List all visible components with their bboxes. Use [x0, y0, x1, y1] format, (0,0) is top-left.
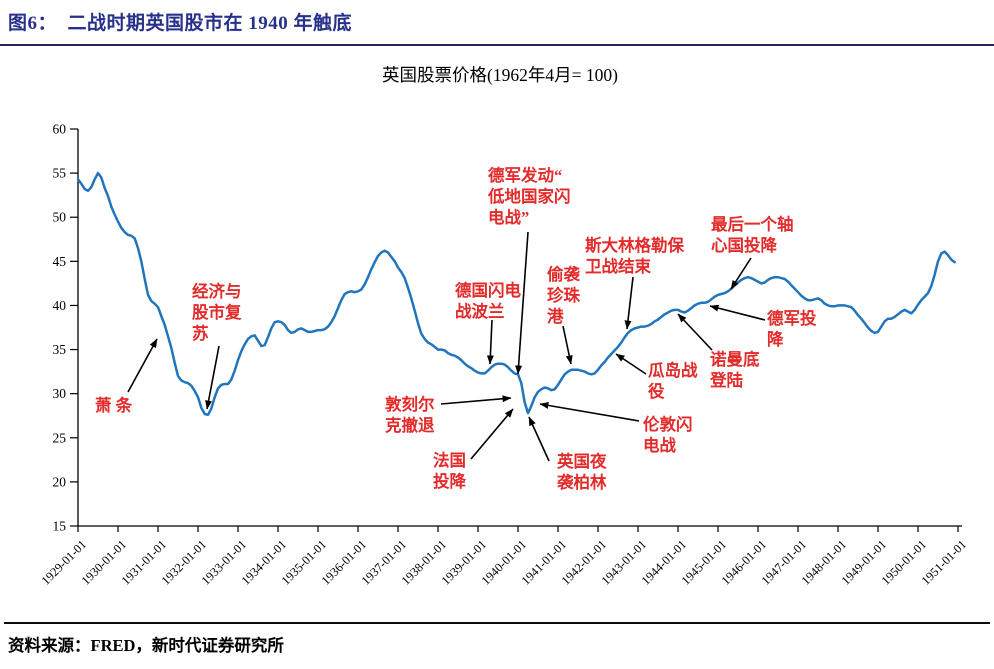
y-tick-label: 20 [53, 474, 67, 489]
annotation-arrow-depression [127, 338, 158, 393]
figure-title: 图6： 二战时期英国股市在 1940 年触底 [8, 13, 353, 34]
annotation-line: 投降 [433, 472, 466, 491]
annotation-line: 役 [648, 382, 665, 401]
annotation-arrow-blitz-poland [486, 319, 494, 365]
annotation-dunkirk: 敦刻尔 克撤退 [385, 394, 435, 436]
y-tick-label: 45 [53, 254, 67, 269]
footer-divider [4, 622, 990, 624]
annotation-line: 降 [767, 330, 784, 349]
y-tick-label: 15 [53, 519, 67, 534]
annotation-last-axis-surrender: 最后一个轴 心国投降 [711, 214, 794, 256]
annotation-line: 德国闪电 [455, 281, 521, 300]
annotation-line: 电战 [643, 436, 676, 455]
annotation-line: 最后一个轴 [711, 215, 794, 234]
annotation-line: 经济与 [192, 282, 242, 301]
annotation-recovery: 经济与 股市复苏 [192, 281, 242, 344]
annotation-line: 登陆 [710, 371, 743, 390]
annotation-line: 袭柏林 [557, 473, 607, 492]
y-tick-label: 55 [53, 166, 67, 181]
annotation-normandy: 诺曼底 登陆 [710, 349, 760, 391]
annotation-line: 萧 条 [95, 396, 133, 415]
annotation-arrow-stalingrad-end [624, 276, 634, 330]
annotation-line: 德军投 [767, 309, 817, 328]
y-tick-label: 60 [53, 122, 67, 137]
annotation-line: 诺曼底 [710, 350, 760, 369]
annotation-arrow-guadalcanal [615, 353, 647, 375]
annotation-low-countries: 德军发动“ 低地国家闪电战” [488, 165, 571, 228]
annotation-arrow-france-surrender [470, 408, 514, 460]
annotation-line: 伦敦闪 [643, 415, 693, 434]
annotation-arrow-recovery [205, 345, 220, 410]
y-tick-label: 35 [53, 342, 67, 357]
annotation-line: 敦刻尔 [385, 395, 435, 414]
source-note: 资料来源：FRED，新时代证券研究所 [8, 636, 284, 655]
annotation-line: 战波兰 [455, 302, 505, 321]
annotation-line: 斯大林格勒保 [585, 236, 684, 255]
annotation-berlin-raid: 英国夜 袭柏林 [557, 451, 607, 493]
annotation-line: 心国投降 [711, 236, 777, 255]
annotation-blitz-poland: 德国闪电 战波兰 [455, 280, 521, 322]
annotation-arrow-german-surrender [709, 304, 766, 321]
annotation-arrow-last-axis-surrender [730, 257, 752, 290]
header-divider [0, 44, 994, 46]
annotation-german-surrender: 德军投降 [767, 308, 817, 350]
annotation-stalingrad-end: 斯大林格勒保 卫战结束 [585, 235, 684, 277]
annotation-arrow-pearl-harbor [562, 325, 573, 365]
annotation-line: 偷袭 [547, 265, 580, 284]
y-tick-label: 30 [53, 386, 67, 401]
annotation-guadalcanal: 瓜岛战役 [648, 360, 698, 402]
y-tick-label: 25 [53, 430, 67, 445]
annotation-line: 德军发动“ [488, 166, 563, 185]
annotation-france-surrender: 法国 投降 [433, 450, 466, 492]
annotation-arrow-london-blitz [539, 401, 640, 422]
annotation-london-blitz: 伦敦闪 电战 [643, 414, 693, 456]
annotation-arrow-berlin-raid [528, 416, 550, 462]
annotation-line: 苏 [192, 324, 209, 343]
annotation-line: 瓜岛战 [648, 361, 698, 380]
annotation-pearl-harbor: 偷袭 珍珠港 [547, 264, 580, 327]
annotation-line: 低地国家闪 [488, 187, 571, 206]
annotation-line: 卫战结束 [585, 257, 651, 276]
annotation-arrow-dunkirk [440, 395, 512, 405]
annotation-line: 法国 [433, 451, 466, 470]
annotation-line: 珍珠 [547, 286, 580, 305]
annotation-arrow-low-countries [515, 231, 529, 375]
chart-title: 英国股票价格(1962年4月= 100) [382, 65, 618, 85]
y-tick-label: 40 [53, 298, 67, 313]
annotation-line: 英国夜 [557, 452, 607, 471]
annotation-depression: 萧 条 [95, 395, 132, 416]
annotation-line: 股市复 [192, 303, 242, 322]
annotation-arrow-normandy [677, 313, 713, 351]
annotation-line: 港 [547, 307, 564, 326]
annotation-line: 电战” [488, 208, 530, 227]
annotation-line: 克撤退 [385, 416, 435, 435]
y-tick-label: 50 [53, 210, 67, 225]
